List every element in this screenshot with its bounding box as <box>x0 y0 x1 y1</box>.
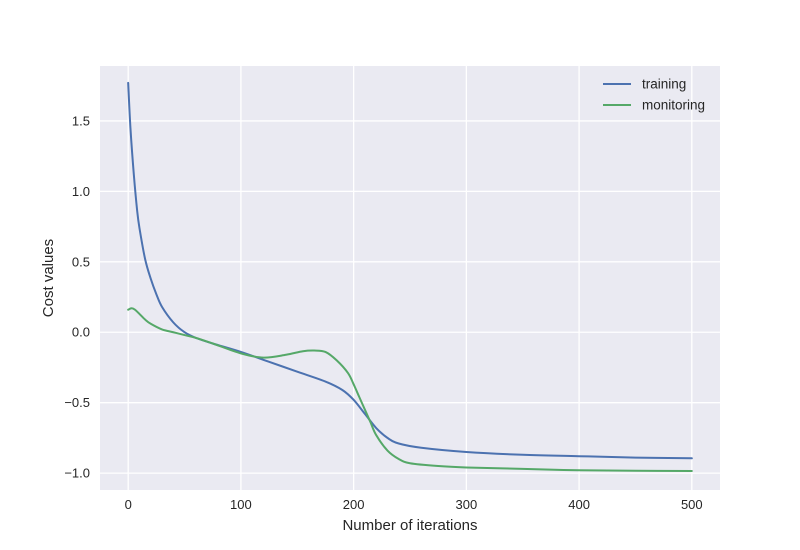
y-tick-label: 1.5 <box>72 113 90 128</box>
series-line-training <box>127 81 693 460</box>
y-tick-label: −1.0 <box>64 466 90 481</box>
x-tick-label: 0 <box>125 497 132 512</box>
y-axis-label: Cost values <box>40 239 57 317</box>
x-axis-ticks: 0 100 200 300 400 500 <box>125 497 703 512</box>
legend: training monitoring <box>603 77 705 113</box>
y-tick-label: −0.5 <box>64 395 90 410</box>
series-line-monitoring <box>127 307 693 472</box>
x-axis-label: Number of iterations <box>342 517 477 534</box>
plot-background <box>100 66 720 490</box>
x-tick-label: 200 <box>343 497 365 512</box>
series-lines <box>127 81 693 472</box>
grid-lines <box>100 66 720 490</box>
y-tick-label: 0.0 <box>72 325 90 340</box>
x-tick-label: 400 <box>568 497 590 512</box>
y-tick-label: 1.0 <box>72 184 90 199</box>
y-tick-label: 0.5 <box>72 254 90 269</box>
x-tick-label: 300 <box>456 497 478 512</box>
x-tick-label: 500 <box>681 497 703 512</box>
x-tick-label: 100 <box>230 497 252 512</box>
y-axis-ticks: −1.0 −0.5 0.0 0.5 1.0 1.5 <box>64 113 90 480</box>
legend-label-monitoring: monitoring <box>642 98 705 113</box>
legend-label-training: training <box>642 77 686 92</box>
